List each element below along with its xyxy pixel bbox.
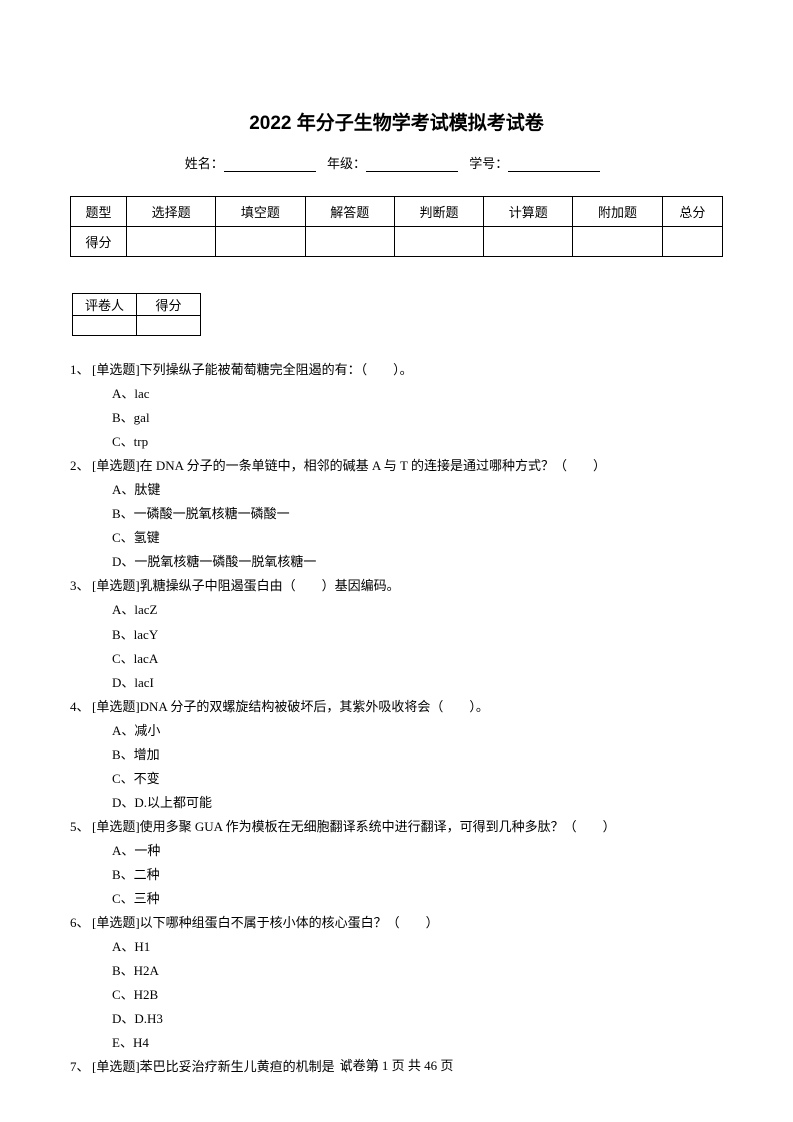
question-option: B、lacY — [70, 623, 723, 647]
question-item: 4、[单选题]DNA 分子的双螺旋结构被破坏后，其紫外吸收将会（ ）。 — [70, 695, 723, 719]
question-option: C、三种 — [70, 887, 723, 911]
question-option: B、H2A — [70, 959, 723, 983]
questions-section: 1、[单选题]下列操纵子能被葡萄糖完全阻遏的有：（ ）。A、lacB、galC、… — [70, 358, 723, 1079]
score-cell — [662, 227, 722, 257]
question-number: 6、 — [70, 911, 92, 935]
question-stem: [单选题]DNA 分子的双螺旋结构被破坏后，其紫外吸收将会（ ）。 — [92, 695, 723, 719]
table-row: 题型 选择题 填空题 解答题 判断题 计算题 附加题 总分 — [71, 197, 723, 227]
question-option: D、D.以上都可能 — [70, 791, 723, 815]
page-title: 2022 年分子生物学考试模拟考试卷 — [70, 108, 723, 135]
question-option: D、D.H3 — [70, 1007, 723, 1031]
question-option: C、不变 — [70, 767, 723, 791]
score-cell — [484, 227, 573, 257]
question-option: B、增加 — [70, 743, 723, 767]
question-option: C、trp — [70, 430, 723, 454]
question-stem: [单选题]下列操纵子能被葡萄糖完全阻遏的有：（ ）。 — [92, 358, 723, 382]
page-footer: 试卷第 1 页 共 46 页 — [0, 1055, 793, 1074]
question-stem: [单选题]乳糖操纵子中阻遏蛋白由（ ）基因编码。 — [92, 574, 723, 598]
score-cell — [216, 227, 305, 257]
grader-score-label: 得分 — [137, 294, 201, 316]
grade-blank — [366, 158, 458, 172]
question-option: A、lac — [70, 382, 723, 406]
name-label: 姓名： — [185, 156, 224, 171]
question-option: C、lacA — [70, 647, 723, 671]
score-row-label: 得分 — [71, 227, 127, 257]
table-row: 评卷人 得分 — [73, 294, 201, 316]
question-number: 3、 — [70, 574, 92, 598]
grader-label: 评卷人 — [73, 294, 137, 316]
score-header: 解答题 — [305, 197, 394, 227]
score-cell — [573, 227, 662, 257]
question-option: A、H1 — [70, 935, 723, 959]
question-stem: [单选题]在 DNA 分子的一条单链中，相邻的碱基 A 与 T 的连接是通过哪种… — [92, 454, 723, 478]
name-blank — [224, 158, 316, 172]
score-header: 填空题 — [216, 197, 305, 227]
question-item: 2、[单选题]在 DNA 分子的一条单链中，相邻的碱基 A 与 T 的连接是通过… — [70, 454, 723, 478]
question-number: 2、 — [70, 454, 92, 478]
score-table: 题型 选择题 填空题 解答题 判断题 计算题 附加题 总分 得分 — [70, 196, 723, 257]
question-item: 6、[单选题]以下哪种组蛋白不属于核小体的核心蛋白？（ ） — [70, 911, 723, 935]
score-cell — [394, 227, 483, 257]
score-header: 计算题 — [484, 197, 573, 227]
question-option: B、gal — [70, 406, 723, 430]
question-number: 4、 — [70, 695, 92, 719]
table-row: 得分 — [71, 227, 723, 257]
score-header: 选择题 — [127, 197, 216, 227]
question-option: A、lacZ — [70, 598, 723, 622]
question-option: A、肽键 — [70, 478, 723, 502]
table-row — [73, 316, 201, 336]
score-cell — [127, 227, 216, 257]
question-stem: [单选题]使用多聚 GUA 作为模板在无细胞翻译系统中进行翻译，可得到几种多肽？… — [92, 815, 723, 839]
grader-cell — [137, 316, 201, 336]
student-info-line: 姓名： 年级： 学号： — [70, 153, 723, 172]
student-id-label: 学号： — [469, 156, 508, 171]
question-number: 1、 — [70, 358, 92, 382]
score-header: 附加题 — [573, 197, 662, 227]
question-option: B、二种 — [70, 863, 723, 887]
question-option: C、H2B — [70, 983, 723, 1007]
question-item: 1、[单选题]下列操纵子能被葡萄糖完全阻遏的有：（ ）。 — [70, 358, 723, 382]
score-header: 判断题 — [394, 197, 483, 227]
score-header: 题型 — [71, 197, 127, 227]
student-id-blank — [508, 158, 600, 172]
question-option: B、一磷酸一脱氧核糖一磷酸一 — [70, 502, 723, 526]
question-item: 3、[单选题]乳糖操纵子中阻遏蛋白由（ ）基因编码。 — [70, 574, 723, 598]
question-option: A、一种 — [70, 839, 723, 863]
question-option: D、一脱氧核糖一磷酸一脱氧核糖一 — [70, 550, 723, 574]
question-stem: [单选题]以下哪种组蛋白不属于核小体的核心蛋白？（ ） — [92, 911, 723, 935]
score-cell — [305, 227, 394, 257]
question-number: 5、 — [70, 815, 92, 839]
question-option: E、H4 — [70, 1031, 723, 1055]
grader-table: 评卷人 得分 — [72, 293, 201, 336]
score-header: 总分 — [662, 197, 722, 227]
question-option: D、lacI — [70, 671, 723, 695]
grade-label: 年级： — [327, 156, 366, 171]
question-item: 5、[单选题]使用多聚 GUA 作为模板在无细胞翻译系统中进行翻译，可得到几种多… — [70, 815, 723, 839]
question-option: C、氢键 — [70, 526, 723, 550]
grader-cell — [73, 316, 137, 336]
question-option: A、减小 — [70, 719, 723, 743]
